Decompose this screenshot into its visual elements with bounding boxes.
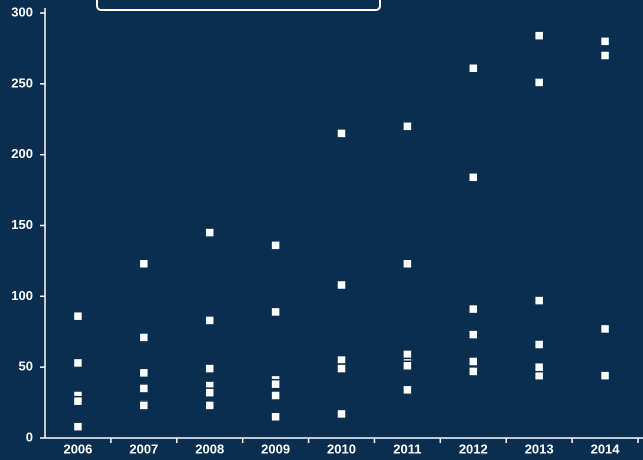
y-tick-label: 300 (11, 4, 33, 19)
point-marker (270, 240, 281, 251)
point-marker (599, 36, 611, 47)
point-marker (336, 363, 347, 374)
point-marker (72, 310, 84, 322)
point-marker (533, 361, 545, 373)
point-marker (533, 30, 545, 41)
point-marker (204, 387, 215, 398)
point-marker (533, 77, 545, 88)
point-marker (72, 395, 84, 407)
y-tick-label: 100 (11, 288, 33, 303)
point-marker (204, 400, 215, 411)
point-marker (402, 258, 413, 269)
point-marker (336, 128, 347, 139)
point-marker (138, 400, 150, 411)
x-tick-label: 2006 (63, 441, 92, 456)
x-tick-label: 2007 (129, 441, 158, 456)
point-marker (599, 50, 611, 61)
x-tick-label: 2011 (393, 441, 421, 456)
point-marker (402, 384, 413, 396)
point-marker (270, 390, 281, 401)
point-marker (402, 349, 413, 360)
y-tick-label: 150 (11, 217, 33, 232)
point-marker (336, 279, 347, 291)
point-marker (270, 306, 281, 318)
point-marker (138, 367, 150, 379)
point-marker (533, 339, 545, 350)
point-marker (138, 383, 150, 394)
point-marker (468, 356, 479, 367)
point-marker (72, 357, 84, 369)
legend-box (96, 0, 381, 11)
y-tick-label: 0 (26, 429, 33, 444)
x-tick-label: 2013 (525, 441, 554, 456)
x-tick-label: 2012 (459, 441, 488, 456)
point-marker (270, 378, 281, 390)
point-marker (72, 421, 84, 432)
point-marker (533, 295, 545, 306)
point-marker (468, 303, 479, 315)
x-tick-label: 2008 (195, 441, 224, 456)
x-tick-label: 2010 (327, 441, 356, 456)
point-marker (599, 323, 611, 335)
point-marker (204, 315, 215, 326)
point-marker (270, 411, 281, 422)
point-marker (468, 172, 479, 183)
point-marker (402, 360, 413, 371)
point-marker (138, 258, 150, 269)
point-marker (336, 408, 347, 420)
point-marker (468, 366, 479, 377)
point-marker (468, 329, 479, 340)
y-tick-label: 50 (19, 359, 33, 374)
x-tick-label: 2009 (261, 441, 290, 456)
point-marker (402, 121, 413, 132)
y-tick-label: 200 (11, 146, 33, 161)
point-marker (599, 370, 611, 381)
point-marker (138, 332, 150, 343)
point-marker (336, 354, 347, 366)
y-tick-label: 250 (11, 75, 33, 90)
point-marker (204, 227, 215, 238)
x-tick-label: 2014 (591, 441, 621, 456)
point-marker (468, 63, 479, 74)
point-marker (204, 363, 215, 374)
point-marker (533, 370, 545, 381)
